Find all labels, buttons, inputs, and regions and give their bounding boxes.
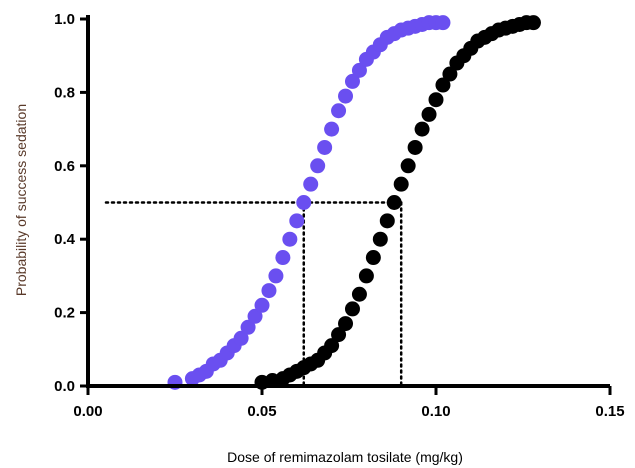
data-point [233, 330, 249, 346]
data-point [344, 73, 360, 89]
data-point [282, 231, 298, 247]
data-point [372, 231, 388, 247]
data-points [167, 15, 541, 390]
data-point [254, 297, 270, 313]
data-point [261, 283, 277, 299]
x-tick-label: 0.00 [73, 403, 102, 420]
data-point [358, 268, 374, 284]
x-tick-label: 0.15 [595, 403, 624, 420]
data-point [442, 66, 458, 82]
data-point [421, 106, 437, 122]
data-point [428, 92, 444, 108]
data-point [435, 77, 451, 93]
data-point [414, 121, 430, 137]
data-point [379, 213, 395, 229]
data-point [393, 176, 409, 192]
data-point [275, 250, 291, 266]
data-point [296, 195, 312, 210]
data-point [289, 213, 305, 229]
y-tick-label: 0.0 [54, 378, 75, 395]
y-tick-label: 0.2 [54, 305, 75, 322]
y-tick-label: 0.4 [54, 231, 76, 248]
y-axis-title: Probability of success sedation [13, 104, 29, 296]
data-point [324, 338, 340, 354]
data-point [303, 176, 319, 192]
x-tick-label: 0.10 [421, 403, 450, 420]
data-point [338, 316, 354, 332]
data-point [310, 158, 326, 174]
data-point [344, 301, 360, 317]
data-point [407, 139, 423, 155]
data-point [331, 327, 347, 343]
data-point [317, 139, 333, 155]
series-2 [254, 15, 541, 390]
reference-lines [104, 201, 403, 388]
data-point [365, 250, 381, 266]
axes [86, 15, 610, 388]
data-point [386, 195, 402, 210]
x-tick-label: 0.05 [247, 403, 276, 420]
data-point [400, 158, 416, 174]
data-point [525, 15, 541, 31]
data-point [324, 121, 340, 137]
y-tick-label: 0.8 [54, 84, 75, 101]
data-point [351, 62, 367, 78]
data-point [247, 308, 263, 324]
data-point [435, 15, 451, 31]
data-point [331, 103, 347, 119]
series-1 [167, 15, 451, 390]
y-tick-label: 1.0 [54, 11, 75, 28]
y-tick-label: 0.6 [54, 158, 75, 175]
data-point [338, 88, 354, 104]
tick-labels: 0.0 0.2 0.4 0.6 0.8 1.0 0.00 0.05 0.10 0.15 [54, 11, 624, 420]
x-axis-title: Dose of remimazolam tosilate (mg/kg) [227, 449, 463, 465]
data-point [351, 286, 367, 302]
data-point [268, 268, 284, 284]
data-point [240, 319, 256, 335]
